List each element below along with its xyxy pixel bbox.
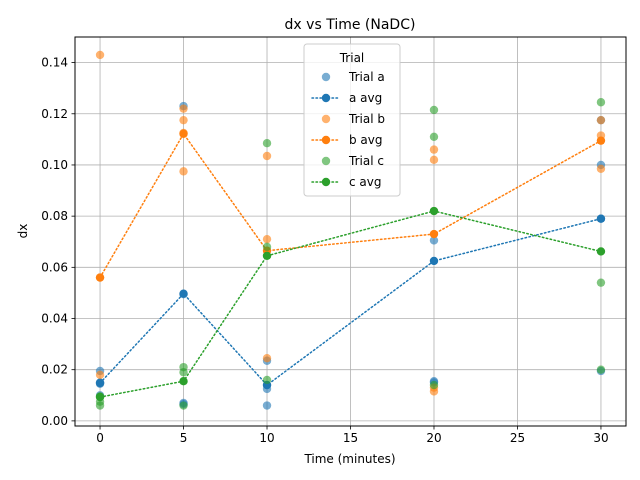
data-point-trial-c: [596, 278, 606, 287]
data-point-trial-c: [262, 139, 272, 148]
x-axis-title: Time (minutes): [303, 452, 395, 466]
data-point-trial-b: [429, 387, 439, 396]
data-point-trial-b: [179, 115, 188, 125]
y-tick-label: 0.00: [41, 414, 68, 428]
avg-point-a-avg: [596, 214, 606, 223]
legend-label-c-avg: c avg: [349, 175, 381, 189]
data-point-trial-b: [596, 164, 606, 173]
legend-marker-trial-a: [321, 72, 331, 82]
y-tick-label: 0.10: [41, 158, 68, 172]
data-point-trial-b: [262, 353, 272, 363]
legend: Trial Trial a a avg Trial b b avg Trial c c av…: [303, 43, 401, 197]
avg-point-c-avg: [95, 392, 105, 402]
data-point-trial-b: [95, 50, 105, 60]
avg-point-c-avg: [179, 377, 188, 386]
legend-marker-c-avg: [321, 177, 331, 187]
y-axis-title: dx: [16, 224, 30, 239]
data-point-trial-c: [179, 368, 188, 377]
x-tick-label: 0: [96, 431, 104, 445]
legend-marker-trial-c: [321, 156, 331, 166]
plot-marks: [95, 50, 606, 410]
data-point-trial-b: [179, 104, 188, 113]
legend-title: Trial: [339, 51, 365, 65]
avg-point-b-avg: [95, 273, 105, 282]
legend-label-b-avg: b avg: [349, 133, 383, 147]
data-point-trial-c: [262, 242, 272, 252]
data-point-trial-c: [429, 105, 439, 115]
avg-point-b-avg: [179, 129, 188, 138]
x-tick-label: 20: [426, 431, 441, 445]
data-point-trial-b: [262, 234, 272, 244]
legend-marker-b-avg: [321, 135, 331, 145]
data-point-trial-c: [596, 365, 606, 374]
axis-ticks: 0 5 10 15 20 25 30 0.00 0.02 0.04 0.06 0.08 0.10 0.12…: [41, 56, 608, 445]
avg-point-a-avg: [95, 378, 105, 388]
y-tick-label: 0.08: [41, 209, 68, 223]
avg-point-b-avg: [429, 229, 439, 239]
avg-point-c-avg: [596, 247, 606, 256]
legend-label-trial-c: Trial c: [348, 154, 384, 168]
data-point-trial-c: [429, 132, 439, 142]
y-tick-label: 0.04: [41, 312, 68, 326]
x-tick-label: 10: [259, 431, 274, 445]
legend-marker-trial-b: [321, 114, 331, 124]
data-point-trial-b: [179, 167, 188, 176]
data-point-trial-b: [596, 115, 606, 125]
y-tick-label: 0.06: [41, 260, 68, 274]
data-point-trial-b: [95, 370, 105, 380]
data-point-trial-b: [262, 151, 272, 161]
x-tick-label: 15: [343, 431, 358, 445]
x-tick-label: 5: [180, 431, 188, 445]
data-point-trial-c: [596, 98, 606, 107]
data-point-trial-a: [429, 236, 439, 245]
data-point-trial-a: [262, 401, 272, 410]
x-tick-label: 30: [593, 431, 608, 445]
data-point-trial-b: [429, 155, 439, 165]
chart-title: dx vs Time (NaDC): [285, 17, 416, 33]
legend-label-trial-b: Trial b: [348, 112, 385, 126]
data-point-trial-c: [429, 380, 439, 390]
y-tick-label: 0.14: [41, 56, 68, 70]
avg-point-b-avg: [596, 136, 606, 145]
avg-point-c-avg: [262, 251, 272, 261]
avg-point-c-avg: [429, 206, 439, 216]
avg-point-a-avg: [429, 256, 439, 266]
data-point-trial-c: [95, 401, 105, 410]
legend-label-a-avg: a avg: [349, 91, 382, 105]
y-tick-label: 0.02: [41, 363, 68, 377]
data-point-trial-c: [179, 401, 188, 410]
data-point-trial-c: [262, 375, 272, 385]
y-tick-label: 0.12: [41, 107, 68, 121]
x-tick-label: 25: [510, 431, 525, 445]
data-point-trial-b: [429, 145, 439, 154]
legend-label-trial-a: Trial a: [348, 70, 385, 84]
legend-marker-a-avg: [321, 93, 331, 103]
avg-point-a-avg: [179, 289, 188, 298]
